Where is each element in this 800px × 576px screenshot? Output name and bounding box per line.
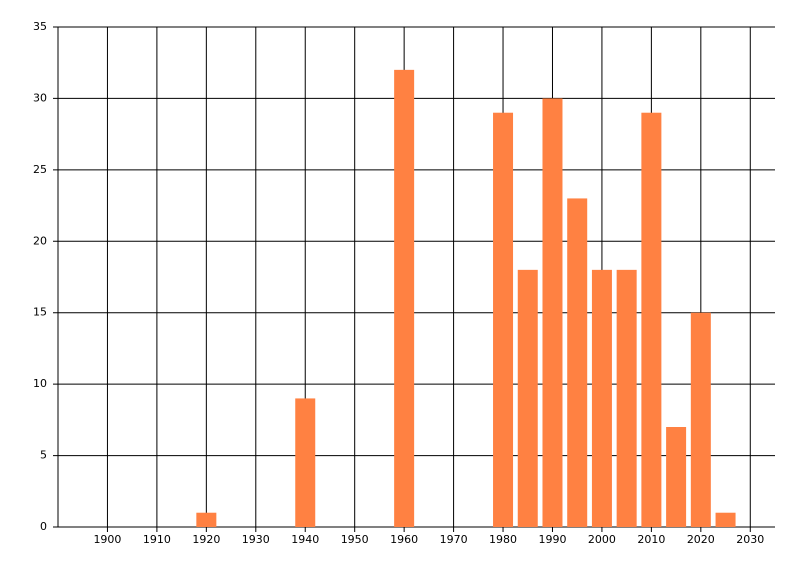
x-tick-label: 2030 (736, 533, 764, 546)
x-tick-label: 1950 (341, 533, 369, 546)
bar (567, 198, 588, 527)
bar (196, 512, 217, 527)
bar (517, 269, 538, 527)
bar (690, 312, 711, 527)
y-tick-label: 10 (33, 377, 47, 390)
x-tick-label: 2000 (588, 533, 616, 546)
bar (715, 512, 736, 527)
bar (542, 98, 563, 527)
y-tick-label: 25 (33, 163, 47, 176)
bar (295, 398, 316, 527)
x-tick-label: 2010 (637, 533, 665, 546)
bar (666, 427, 687, 527)
x-tick-label: 1940 (291, 533, 319, 546)
bar (616, 269, 637, 527)
x-tick-label: 1990 (538, 533, 566, 546)
x-tick-label: 1910 (143, 533, 171, 546)
x-tick-label: 1970 (440, 533, 468, 546)
y-tick-label: 30 (33, 91, 47, 104)
y-tick-label: 20 (33, 234, 47, 247)
x-tick-label: 1980 (489, 533, 517, 546)
y-tick-label: 0 (40, 520, 47, 533)
x-tick-label: 1930 (242, 533, 270, 546)
x-tick-label: 1920 (192, 533, 220, 546)
x-tick-label: 1960 (390, 533, 418, 546)
y-tick-label: 5 (40, 449, 47, 462)
x-tick-label: 1900 (93, 533, 121, 546)
x-tick-label: 2020 (687, 533, 715, 546)
y-tick-label: 35 (33, 20, 47, 33)
bar (591, 269, 612, 527)
y-tick-label: 15 (33, 306, 47, 319)
bar (493, 112, 514, 527)
bar (394, 69, 415, 527)
bar (641, 112, 662, 527)
